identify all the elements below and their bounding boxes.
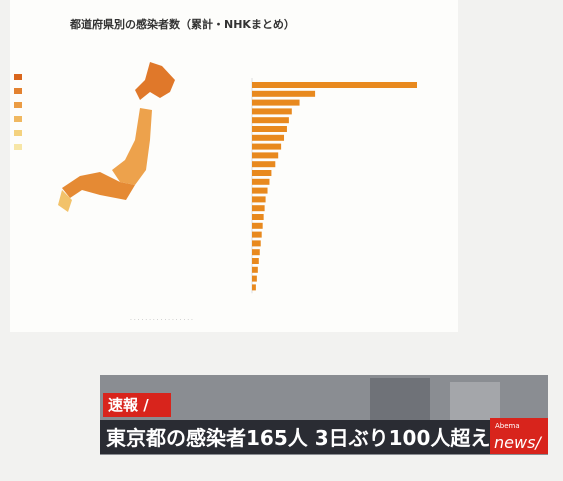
bar [252,108,292,115]
logo-small: Abema [495,422,520,430]
news-banner: 速報 / 東京都の感染者165人 3日ぶり100人超え Abema news/ [100,375,548,455]
bar [252,126,287,132]
japan-map [58,62,175,212]
headline: 東京都の感染者165人 3日ぶり100人超え [106,426,490,450]
bar [252,99,300,106]
source-note: · · · · · · · · · · · · · · · · · [130,317,193,324]
bar [252,117,289,124]
bar [252,205,265,212]
kyushu [58,190,72,212]
bar [252,152,279,159]
swatch [14,102,22,108]
bar [252,143,282,150]
honshu-south [62,172,135,200]
swatch [14,130,22,136]
chart-title: 都道府県別の感染者数（累計・NHKまとめ） [69,17,295,31]
bar [252,231,262,238]
honshu-north [112,108,152,185]
building [450,382,500,422]
bar [252,90,316,97]
hokkaido [135,62,175,100]
swatch [14,116,22,122]
bar [252,196,266,203]
bar [252,258,259,264]
swatch [14,144,22,150]
bar [252,134,285,141]
bar [252,187,268,194]
bar [252,170,272,176]
headline-bar [100,420,490,454]
bar [252,178,270,185]
bar [252,284,256,291]
bar [252,249,260,256]
bar [252,266,258,273]
legend-swatches [14,74,22,150]
bar [252,214,264,220]
logo-box [490,418,548,454]
chart-panel [10,0,458,332]
swatch [14,74,22,80]
bar [252,161,276,168]
bar [252,240,261,247]
flash-box [103,393,171,417]
bar [252,222,263,229]
bar [252,275,257,282]
bar [252,82,417,88]
swatch [14,88,22,94]
building [370,378,430,423]
logo: news/ [494,433,542,452]
flash-text: 速報 / [108,396,149,414]
